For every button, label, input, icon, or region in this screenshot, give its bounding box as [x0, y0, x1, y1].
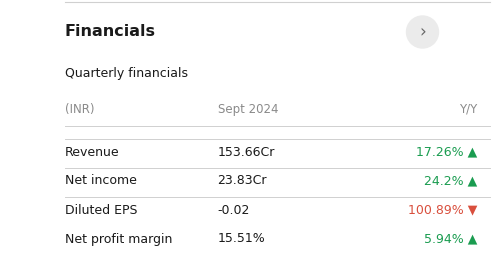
- Text: -0.02: -0.02: [218, 204, 250, 216]
- Text: Net profit margin: Net profit margin: [65, 233, 172, 246]
- Text: 17.26% ▲: 17.26% ▲: [416, 145, 478, 158]
- Text: Sept 2024: Sept 2024: [218, 102, 278, 116]
- Text: 23.83Cr: 23.83Cr: [218, 175, 267, 187]
- Text: Financials: Financials: [65, 25, 156, 40]
- Text: Quarterly financials: Quarterly financials: [65, 68, 188, 81]
- Text: 153.66Cr: 153.66Cr: [218, 145, 275, 158]
- Text: 5.94% ▲: 5.94% ▲: [424, 233, 478, 246]
- Text: Net income: Net income: [65, 175, 137, 187]
- Text: Y/Y: Y/Y: [459, 102, 477, 116]
- Text: Diluted EPS: Diluted EPS: [65, 204, 138, 216]
- Text: 15.51%: 15.51%: [218, 233, 265, 246]
- Text: (INR): (INR): [65, 102, 94, 116]
- Text: Revenue: Revenue: [65, 145, 120, 158]
- Circle shape: [406, 16, 438, 48]
- Text: ›: ›: [419, 23, 426, 41]
- Text: 24.2% ▲: 24.2% ▲: [424, 175, 478, 187]
- Text: 100.89% ▼: 100.89% ▼: [408, 204, 478, 216]
